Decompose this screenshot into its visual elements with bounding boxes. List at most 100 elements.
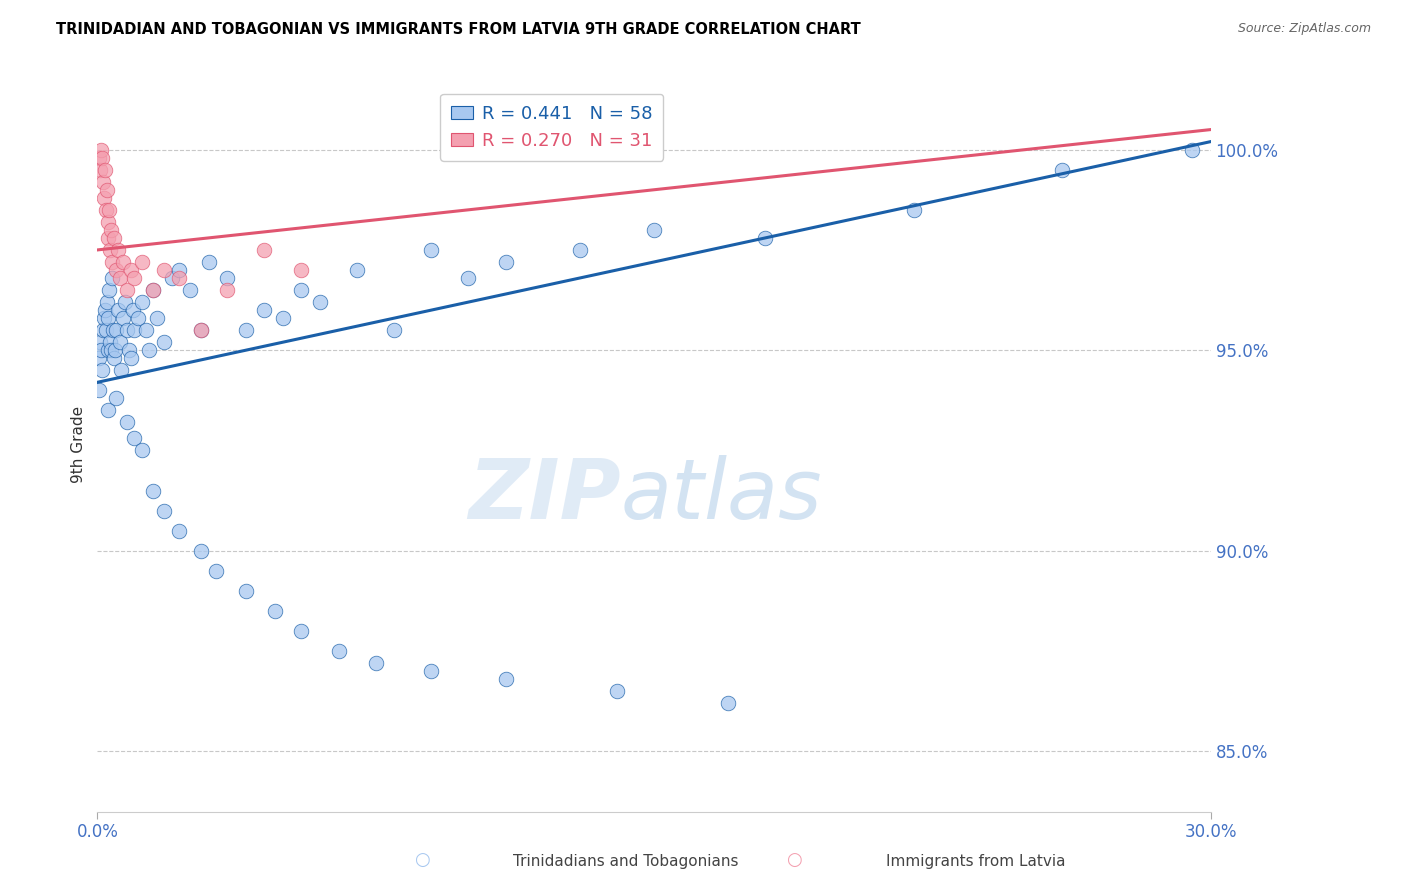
Point — [98, 283, 121, 297]
Legend: R = 0.441   N = 58, R = 0.270   N = 31: R = 0.441 N = 58, R = 0.270 N = 31 — [440, 94, 664, 161]
Point — [420, 243, 443, 257]
Point — [153, 503, 176, 517]
Text: Trinidadians and Tobagonians: Trinidadians and Tobagonians — [513, 854, 738, 869]
Point — [120, 263, 142, 277]
Point — [96, 183, 118, 197]
Point — [124, 323, 146, 337]
Point — [264, 604, 287, 618]
Point — [328, 644, 350, 658]
Point — [346, 263, 368, 277]
Point — [568, 243, 591, 257]
Point — [717, 696, 740, 710]
Point — [93, 311, 115, 326]
Point — [89, 351, 111, 366]
Text: Source: ZipAtlas.com: Source: ZipAtlas.com — [1237, 22, 1371, 36]
Point — [131, 295, 153, 310]
Point — [197, 255, 219, 269]
Point — [167, 271, 190, 285]
Point — [89, 335, 111, 350]
Point — [120, 351, 142, 366]
Point — [97, 215, 120, 229]
Point — [104, 323, 127, 337]
Point — [97, 343, 120, 358]
Point — [112, 311, 135, 326]
Point — [115, 323, 138, 337]
Point — [271, 311, 294, 326]
Point — [153, 263, 176, 277]
Point — [160, 271, 183, 285]
Point — [94, 303, 117, 318]
Point — [142, 283, 165, 297]
Point — [107, 303, 129, 318]
Point — [89, 162, 111, 177]
Point — [167, 524, 190, 538]
Point — [135, 323, 157, 337]
Point — [107, 243, 129, 257]
Point — [103, 231, 125, 245]
Point — [179, 283, 201, 297]
Point — [127, 311, 149, 326]
Point — [97, 311, 120, 326]
Point — [91, 175, 114, 189]
Text: ZIP: ZIP — [468, 455, 620, 536]
Point — [131, 255, 153, 269]
Point — [1181, 143, 1204, 157]
Point — [90, 363, 112, 377]
Point — [253, 243, 276, 257]
Point — [98, 335, 121, 350]
Point — [205, 564, 228, 578]
Point — [89, 384, 111, 398]
Point — [110, 363, 132, 377]
Point — [101, 255, 124, 269]
Point — [190, 323, 212, 337]
Text: atlas: atlas — [620, 455, 823, 536]
Point — [94, 202, 117, 217]
Point — [364, 656, 387, 670]
Point — [118, 343, 141, 358]
Point — [235, 583, 257, 598]
Point — [94, 162, 117, 177]
Point — [108, 335, 131, 350]
Point — [131, 443, 153, 458]
Point — [101, 323, 124, 337]
Text: ○: ○ — [786, 851, 803, 869]
Point — [457, 271, 479, 285]
Point — [290, 624, 312, 638]
Point — [495, 672, 517, 686]
Point — [98, 243, 121, 257]
Point — [145, 311, 167, 326]
Point — [124, 432, 146, 446]
Point — [754, 231, 776, 245]
Point — [420, 664, 443, 678]
Point — [382, 323, 405, 337]
Point — [290, 263, 312, 277]
Point — [90, 143, 112, 157]
Point — [112, 255, 135, 269]
Point — [153, 335, 176, 350]
Point — [253, 303, 276, 318]
Point — [190, 543, 212, 558]
Point — [104, 343, 127, 358]
Point — [142, 283, 165, 297]
Point — [290, 283, 312, 297]
Point — [124, 271, 146, 285]
Point — [903, 202, 925, 217]
Point — [643, 223, 665, 237]
Point — [94, 323, 117, 337]
Point — [98, 202, 121, 217]
Point — [96, 295, 118, 310]
Point — [115, 283, 138, 297]
Point — [103, 351, 125, 366]
Point — [121, 303, 143, 318]
Point — [108, 271, 131, 285]
Point — [89, 151, 111, 165]
Point — [100, 343, 122, 358]
Point — [114, 295, 136, 310]
Point — [217, 283, 239, 297]
Point — [93, 191, 115, 205]
Text: Immigrants from Latvia: Immigrants from Latvia — [886, 854, 1066, 869]
Point — [115, 416, 138, 430]
Y-axis label: 9th Grade: 9th Grade — [72, 406, 86, 483]
Point — [495, 255, 517, 269]
Point — [104, 392, 127, 406]
